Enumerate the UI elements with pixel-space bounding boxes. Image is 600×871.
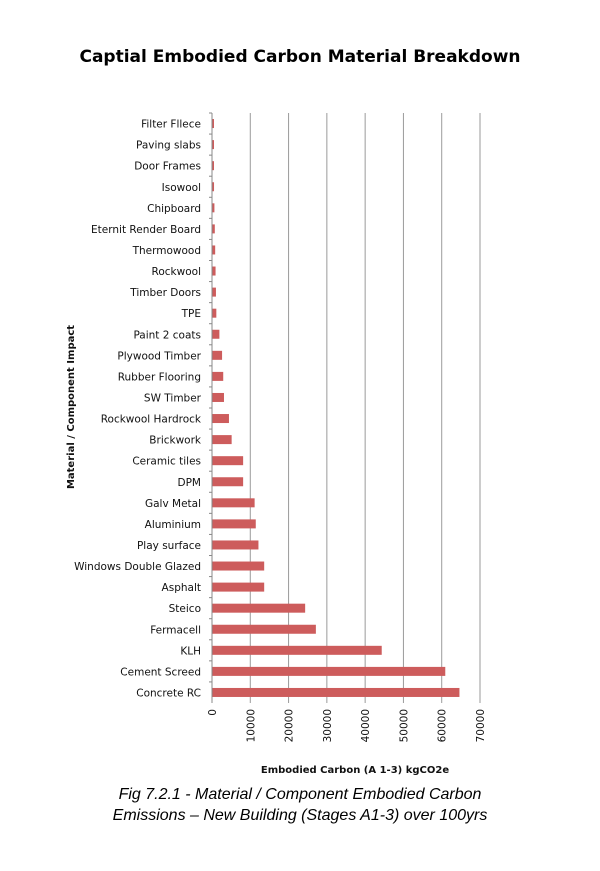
bar — [212, 435, 232, 445]
tick-labels: 0 10000 20000 30000 40000 50000 60000 70000 — [207, 709, 487, 742]
bar — [212, 540, 259, 550]
category-label: TPE — [181, 308, 201, 320]
category-label: KLH — [180, 645, 201, 657]
bar — [212, 350, 223, 360]
bars — [212, 119, 460, 697]
x-axis-title: Embodied Carbon (A 1-3) kgCO2e — [261, 765, 449, 776]
x-tick-label: 60000 — [437, 709, 449, 742]
bar — [212, 266, 216, 276]
category-label: Brickwork — [149, 435, 202, 447]
bar — [212, 624, 316, 634]
category-label: Play surface — [137, 540, 201, 552]
x-tick-label: 0 — [207, 709, 219, 716]
bar — [212, 456, 244, 466]
category-label: Chipboard — [147, 203, 201, 215]
caption-line-2: Emissions – New Building (Stages A1-3) o… — [112, 807, 488, 824]
bar — [212, 414, 229, 424]
x-tick-label: 50000 — [398, 709, 410, 742]
category-label: SW Timber — [144, 392, 202, 404]
bar — [212, 603, 306, 613]
bar — [212, 245, 216, 255]
category-label: Cement Screed — [120, 666, 201, 678]
category-label: Timber Doors — [129, 287, 201, 299]
bar — [212, 645, 382, 655]
category-label: Steico — [169, 603, 201, 615]
x-tick-label: 20000 — [284, 709, 296, 742]
figure-caption: Fig 7.2.1 - Material / Component Embodie… — [40, 784, 560, 826]
y-axis-title: Material / Component Impact — [66, 325, 77, 489]
bar — [212, 203, 215, 213]
bar — [212, 687, 460, 697]
category-label: Rockwool — [152, 266, 201, 278]
x-tick-label: 70000 — [475, 709, 487, 742]
bar — [212, 498, 255, 508]
bar — [212, 666, 446, 676]
bar — [212, 182, 215, 192]
category-label: Door Frames — [134, 161, 201, 173]
bar — [212, 119, 214, 129]
bar — [212, 561, 265, 571]
bar — [212, 287, 216, 297]
category-label: Rubber Flooring — [118, 371, 201, 383]
category-label: Thermowood — [132, 245, 201, 257]
bar — [212, 308, 217, 318]
chart-title-text: Captial Embodied Carbon Material Breakdo… — [79, 47, 521, 67]
category-label: Eternit Render Board — [91, 224, 201, 236]
category-label: Plywood Timber — [117, 350, 201, 362]
x-tick-label: 40000 — [360, 709, 372, 742]
bar — [212, 371, 224, 381]
category-label: Rockwool Hardrock — [101, 414, 202, 426]
bar — [212, 161, 214, 171]
category-label: Isowool — [162, 182, 201, 194]
x-tick-label: 30000 — [322, 709, 334, 742]
category-label: Filter Fllece — [141, 119, 201, 131]
caption-line-1: Fig 7.2.1 - Material / Component Embodie… — [118, 786, 482, 803]
category-label: Concrete RC — [136, 687, 201, 699]
category-label: Asphalt — [162, 582, 201, 594]
category-label: Paving slabs — [136, 140, 201, 152]
bar — [212, 329, 220, 339]
category-label: Fermacell — [150, 624, 201, 636]
category-label: DPM — [178, 477, 201, 489]
bar — [212, 519, 256, 529]
category-label: Aluminium — [145, 519, 201, 531]
bar — [212, 477, 244, 487]
category-label: Paint 2 coats — [133, 329, 201, 341]
x-tick-label: 10000 — [245, 709, 257, 742]
bar — [212, 392, 224, 402]
bar — [212, 582, 265, 592]
bar — [212, 224, 215, 234]
category-label: Ceramic tiles — [132, 456, 201, 468]
category-labels: Filter Fllece Paving slabs Door Frames Isow… — [74, 119, 202, 700]
category-label: Galv Metal — [145, 498, 201, 510]
axes — [209, 112, 213, 703]
bar — [212, 140, 214, 150]
gridlines — [249, 113, 481, 703]
category-label: Windows Double Glazed — [74, 561, 201, 573]
chart-title: Captial Embodied Carbon Material Breakdo… — [0, 44, 600, 71]
